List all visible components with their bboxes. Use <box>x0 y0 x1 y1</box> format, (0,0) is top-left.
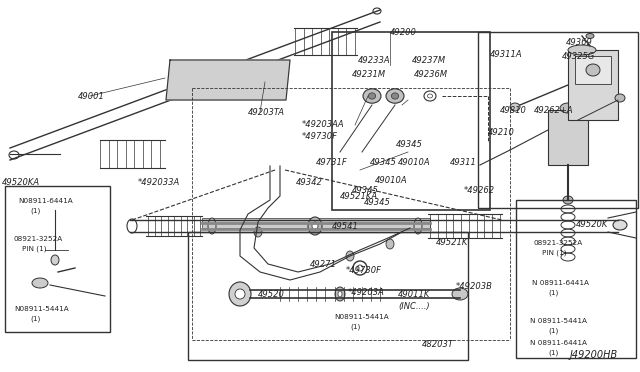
Ellipse shape <box>369 93 376 99</box>
Ellipse shape <box>613 220 627 230</box>
Ellipse shape <box>452 288 468 300</box>
Text: 49311A: 49311A <box>490 50 523 59</box>
Text: (1): (1) <box>548 350 558 356</box>
Text: 49233A: 49233A <box>358 56 390 65</box>
Ellipse shape <box>586 64 600 76</box>
Text: 08921-3252A: 08921-3252A <box>14 236 63 242</box>
Ellipse shape <box>560 103 576 113</box>
Ellipse shape <box>338 291 342 297</box>
Ellipse shape <box>235 289 245 299</box>
Text: PIN (1): PIN (1) <box>22 246 47 253</box>
Text: (1): (1) <box>548 290 558 296</box>
Ellipse shape <box>586 33 594 38</box>
Bar <box>5 186 110 332</box>
Text: 49521KA: 49521KA <box>340 192 378 201</box>
Text: 49345: 49345 <box>396 140 423 149</box>
Text: 49001: 49001 <box>78 92 105 101</box>
Ellipse shape <box>357 265 363 271</box>
Ellipse shape <box>9 151 19 159</box>
Text: 49520K: 49520K <box>576 220 609 229</box>
Bar <box>516 200 636 358</box>
Text: 49520KA: 49520KA <box>2 178 40 187</box>
Ellipse shape <box>308 217 322 235</box>
Text: 49345: 49345 <box>370 158 397 167</box>
Text: (INC....): (INC....) <box>398 302 429 311</box>
Text: 49011K: 49011K <box>398 290 430 299</box>
Text: (1): (1) <box>350 324 360 330</box>
Text: 49010A: 49010A <box>375 176 408 185</box>
Ellipse shape <box>428 94 433 98</box>
Bar <box>548 110 588 165</box>
Bar <box>575 56 611 84</box>
Text: *49203B: *49203B <box>456 282 493 291</box>
Text: N 08911-6441A: N 08911-6441A <box>532 280 589 286</box>
Text: N08911-5441A: N08911-5441A <box>14 306 68 312</box>
Text: N08911-6441A: N08911-6441A <box>18 198 73 204</box>
Text: 49325G: 49325G <box>562 52 595 61</box>
Ellipse shape <box>335 287 345 301</box>
Ellipse shape <box>208 218 216 234</box>
Text: 49203TA: 49203TA <box>248 108 285 117</box>
Ellipse shape <box>615 94 625 102</box>
Ellipse shape <box>32 278 48 288</box>
Ellipse shape <box>346 251 354 261</box>
Text: 49010A: 49010A <box>398 158 431 167</box>
Bar <box>568 50 618 120</box>
Text: *492033A: *492033A <box>138 178 180 187</box>
Text: PIN (1): PIN (1) <box>542 250 566 257</box>
Ellipse shape <box>312 222 318 230</box>
Ellipse shape <box>392 93 399 99</box>
Text: *49203AA: *49203AA <box>302 120 344 129</box>
Text: 49236M: 49236M <box>414 70 448 79</box>
Ellipse shape <box>568 45 596 55</box>
Text: *49203A: *49203A <box>348 288 385 297</box>
Polygon shape <box>166 60 290 100</box>
Text: 49200: 49200 <box>390 28 417 37</box>
Text: *49730F: *49730F <box>302 132 338 141</box>
Text: 49271: 49271 <box>310 260 337 269</box>
Ellipse shape <box>353 261 367 275</box>
Ellipse shape <box>51 255 59 265</box>
Ellipse shape <box>414 218 422 234</box>
Text: (1): (1) <box>548 328 558 334</box>
Text: 48203T: 48203T <box>422 340 454 349</box>
Ellipse shape <box>363 89 381 103</box>
Text: N08911-5441A: N08911-5441A <box>334 314 388 320</box>
Text: 49541: 49541 <box>332 222 359 231</box>
Ellipse shape <box>386 89 404 103</box>
Text: *49262: *49262 <box>464 186 495 195</box>
Text: 49262+A: 49262+A <box>534 106 573 115</box>
Text: 49342: 49342 <box>296 178 323 187</box>
Text: 49231M: 49231M <box>352 70 386 79</box>
Bar <box>202 218 430 228</box>
Text: *49730F: *49730F <box>346 266 382 275</box>
Text: 49311: 49311 <box>450 158 477 167</box>
Text: N 08911-5441A: N 08911-5441A <box>530 318 587 324</box>
Text: N 08911-6441A: N 08911-6441A <box>530 340 587 346</box>
Bar <box>478 32 638 208</box>
Ellipse shape <box>510 103 520 111</box>
Text: (1): (1) <box>30 316 40 323</box>
Bar <box>332 32 490 210</box>
Text: 49237M: 49237M <box>412 56 446 65</box>
Text: 49731F: 49731F <box>316 158 348 167</box>
Text: (1): (1) <box>30 208 40 215</box>
Text: 49520: 49520 <box>258 290 285 299</box>
Text: 08921-3252A: 08921-3252A <box>534 240 583 246</box>
Text: J49200HB: J49200HB <box>570 350 618 360</box>
Ellipse shape <box>127 219 137 233</box>
Ellipse shape <box>386 239 394 249</box>
Text: 49521K: 49521K <box>436 238 468 247</box>
Ellipse shape <box>229 282 251 306</box>
Text: 49210: 49210 <box>488 128 515 137</box>
Text: 49345: 49345 <box>352 186 379 195</box>
Text: 49810: 49810 <box>500 106 527 115</box>
Bar <box>188 232 468 360</box>
Ellipse shape <box>563 196 573 204</box>
Ellipse shape <box>254 227 262 237</box>
Ellipse shape <box>373 8 381 14</box>
Text: 49369: 49369 <box>566 38 593 47</box>
Ellipse shape <box>424 91 436 101</box>
Text: 49345: 49345 <box>364 198 391 207</box>
